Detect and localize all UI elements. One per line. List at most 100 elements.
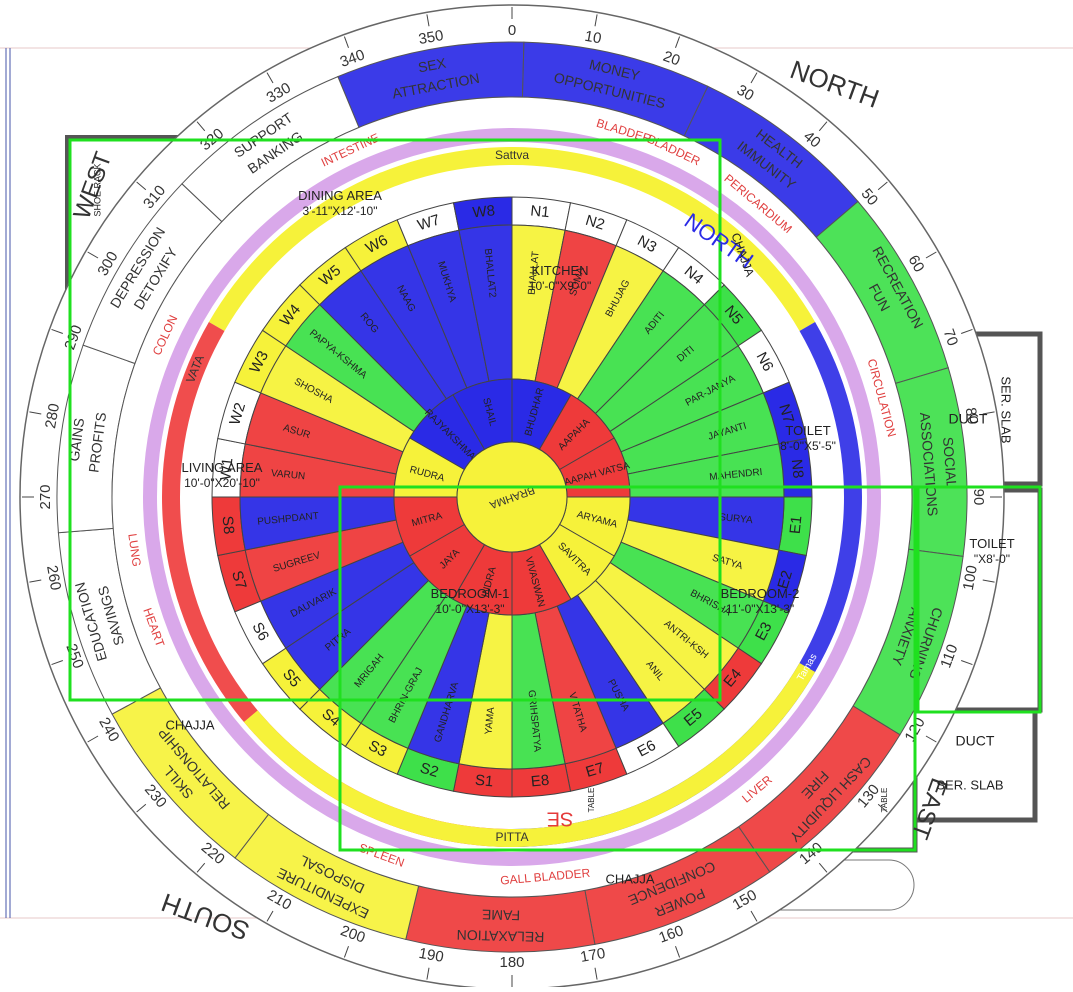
outer-zone-line1: RELAXATION	[456, 927, 544, 945]
degree-tick	[426, 14, 430, 27]
outer-zone-line2: PROFITS	[85, 411, 109, 473]
organ-label: LUNG	[125, 533, 144, 568]
room-name: BEDROOM-1	[431, 586, 510, 601]
guna-band-pitta	[161, 322, 512, 847]
pada-label: S8	[219, 515, 238, 535]
degree-tick	[136, 181, 147, 191]
degree-tick	[925, 251, 937, 259]
degree-tick	[29, 579, 42, 583]
degree-tick	[87, 735, 99, 743]
degree-label: 10	[583, 28, 602, 48]
degree-tick	[343, 946, 349, 958]
degree-tick	[343, 36, 349, 48]
plan-label-duct2: DUCT	[956, 733, 995, 749]
degree-tick	[925, 735, 937, 743]
degree-tick	[266, 910, 274, 922]
degree-tick	[982, 411, 995, 415]
guna-sattva: Sattva	[495, 148, 529, 162]
room-size: 10'-0"X20'-10"	[184, 476, 260, 490]
degree-label: 270	[37, 484, 54, 509]
pada-label: W8	[472, 202, 496, 221]
pada-label: E8	[530, 772, 550, 791]
plan-outline-west	[68, 138, 722, 702]
pada-label: N8	[788, 458, 807, 479]
devta-label: MAHENDRI	[709, 467, 763, 483]
pada-label: S3	[365, 737, 389, 761]
room-name: DINING AREA	[298, 188, 382, 203]
plan-label-table2: TABLE	[880, 788, 889, 813]
devta-label: BHALLAT	[526, 251, 541, 296]
room-name: TOILET	[785, 423, 830, 438]
degree-tick	[426, 967, 430, 980]
direction-se_mark: SE	[547, 808, 574, 830]
plan-label-chajja-left: CHAJJA	[165, 717, 214, 732]
degree-tick	[196, 121, 206, 132]
lavender-band	[143, 128, 881, 866]
room-size: 8'-0"X5'-5"	[780, 439, 836, 453]
guna-band-pitta-yellow	[243, 663, 816, 847]
degree-tick	[136, 803, 147, 813]
room-name: LIVING AREA	[182, 460, 263, 475]
pada-label: N2	[583, 212, 606, 234]
room-name: TOILET	[969, 536, 1014, 551]
pada-label: N7	[775, 402, 797, 425]
degree-tick	[29, 411, 42, 415]
degree-tick	[51, 328, 63, 334]
degree-label: 30	[734, 81, 757, 104]
degree-label: 60	[904, 252, 927, 275]
degree-tick	[750, 910, 758, 922]
pada-label: W2	[226, 401, 249, 427]
degree-tick	[87, 251, 99, 259]
degree-label: 90	[970, 489, 987, 506]
devta-label: BHALLAT2	[482, 248, 498, 299]
pada-label: W7	[415, 211, 441, 234]
degree-label: 350	[417, 27, 445, 48]
degree-label: 180	[499, 954, 524, 971]
degree-tick	[594, 967, 598, 980]
degree-label: 100	[960, 564, 981, 592]
degree-tick	[675, 946, 681, 958]
guna-band-sattva	[208, 147, 816, 331]
degree-tick	[961, 328, 973, 334]
degree-tick	[675, 36, 681, 48]
devta-label: SURYA	[719, 512, 754, 526]
degree-tick	[818, 121, 828, 132]
pada-label: W1	[217, 457, 236, 481]
room-size: "X8'-0"	[974, 552, 1010, 566]
guna-pitta: PITTA	[495, 830, 528, 844]
plan-label-chajja-bottom: CHAJJA	[605, 871, 654, 886]
devta-label: VARUN	[270, 468, 305, 482]
pada-label: E1	[787, 515, 806, 535]
degree-label: 0	[508, 22, 516, 39]
degree-tick	[982, 579, 995, 583]
degree-tick	[750, 72, 758, 84]
plan-outline-east	[916, 485, 1042, 714]
pada-label: S6	[248, 620, 272, 644]
room-size: 11'-0"X13'-3"	[726, 602, 794, 616]
pada-label: S1	[474, 772, 494, 791]
room-size: 10'-0"X9'-0"	[529, 279, 591, 293]
degree-label: 190	[417, 945, 445, 966]
degree-tick	[877, 181, 888, 191]
plan-label-shoe-rack: SHOE RACK	[92, 163, 102, 216]
degree-tick	[594, 14, 598, 27]
degree-label: 170	[579, 945, 607, 966]
pada-label: E3	[752, 619, 776, 643]
plan-label-table1: TABLE	[587, 788, 596, 813]
pada-label: N1	[530, 202, 551, 221]
degree-tick	[51, 660, 63, 666]
pada-label: E7	[584, 759, 607, 781]
room-size: 10'-0"X13'-3"	[435, 602, 504, 616]
pada-label: E6	[635, 737, 659, 761]
degree-tick	[961, 660, 973, 666]
degree-tick	[196, 862, 206, 873]
degree-tick	[266, 72, 274, 84]
degree-tick	[877, 803, 888, 813]
degree-label: 20	[661, 48, 682, 70]
degree-tick	[818, 862, 828, 873]
plan-outline-south	[338, 485, 917, 852]
room-name: BEDROOM-2	[721, 586, 800, 601]
degree-label: 260	[43, 564, 64, 592]
degree-label: 80	[962, 406, 982, 425]
